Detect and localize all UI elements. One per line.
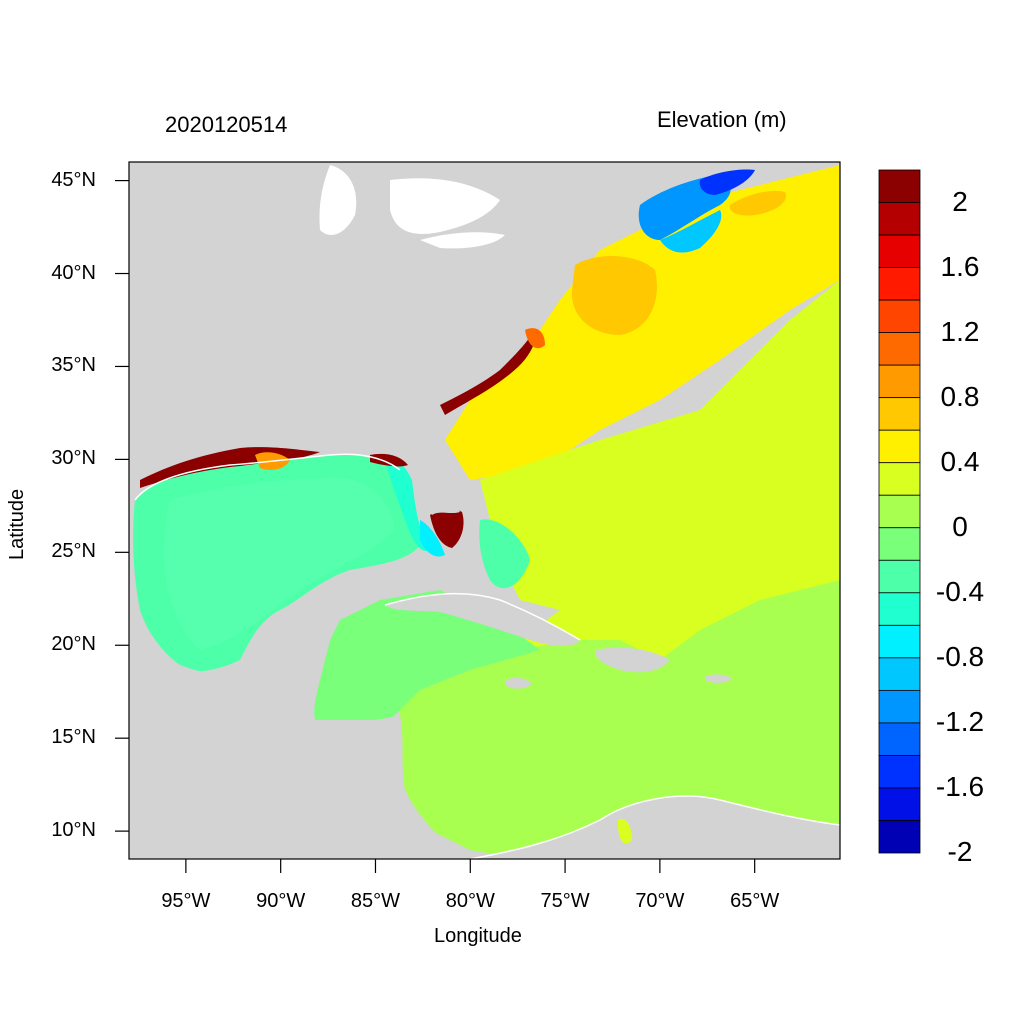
colorbar-tick-label: 2 xyxy=(952,185,968,217)
colorbar-swatch xyxy=(878,234,921,268)
colorbar-swatch xyxy=(878,299,921,334)
colorbar-tick-label: -0.8 xyxy=(935,640,985,672)
caribbean-field xyxy=(400,580,840,859)
colorbar-swatch xyxy=(878,624,921,659)
chesapeake-surge xyxy=(525,328,545,349)
colorbar-swatch xyxy=(878,202,921,236)
hispaniola-land xyxy=(595,647,670,673)
colorbar-tick-label: -1.2 xyxy=(935,705,985,737)
colorbar-swatch xyxy=(878,332,921,366)
colorbar-swatch xyxy=(878,820,921,854)
y-tick-label: 25°N xyxy=(51,540,96,563)
colorbar-swatch xyxy=(878,494,921,529)
puerto-rico-land xyxy=(705,674,732,683)
x-axis-title: Longitude xyxy=(434,925,522,947)
atlantic-lime-wedge xyxy=(480,280,840,640)
colorbar-swatch xyxy=(878,689,921,724)
gulf-interior xyxy=(164,478,395,650)
colorbar-swatch xyxy=(878,657,921,691)
colorbar-tick-label: -0.4 xyxy=(935,575,985,607)
x-tick-label: 90°W xyxy=(256,890,306,912)
colorbar-swatch xyxy=(878,397,921,431)
colorbar xyxy=(878,169,921,854)
x-tick-label: 75°W xyxy=(540,890,590,912)
x-tick-label: 80°W xyxy=(445,890,495,912)
colorbar-swatch xyxy=(878,722,921,756)
florida-shelf-cyan xyxy=(385,458,430,551)
colorbar-tick-label: 1.2 xyxy=(940,315,980,347)
x-tick-label: 65°W xyxy=(730,890,780,912)
y-tick-label: 40°N xyxy=(51,261,96,284)
plot-timestamp: 2020120514 xyxy=(165,112,288,137)
bahamas-field xyxy=(479,519,530,589)
axis-tick-marks xyxy=(115,179,756,873)
florida-land xyxy=(405,455,460,515)
colorbar-tick-label: -2 xyxy=(947,836,973,867)
offshore-eddy-orange xyxy=(571,255,657,335)
nova-scotia-orange xyxy=(729,190,786,216)
y-tick-label: 20°N xyxy=(51,633,96,656)
x-tick-label: 95°W xyxy=(161,890,211,912)
south-florida-surge xyxy=(430,509,464,548)
x-tick-label: 70°W xyxy=(635,890,685,912)
colorbar-swatch xyxy=(878,462,921,496)
florida-bay-cyan xyxy=(420,520,445,557)
cuba-land xyxy=(385,593,580,646)
y-tick-label: 15°N xyxy=(51,726,96,749)
colorbar-swatch xyxy=(878,559,921,594)
y-tick-label: 30°N xyxy=(51,447,96,470)
big-bend-surge xyxy=(370,453,408,467)
colorbar-tick-label: 1.6 xyxy=(940,250,980,282)
colorbar-swatch xyxy=(878,787,921,821)
colorbar-tick-label: 0.8 xyxy=(940,380,980,412)
colorbar-tick-label: -1.6 xyxy=(935,770,985,802)
colorbar-tick-label: 0 xyxy=(952,510,968,542)
colorbar-swatch xyxy=(878,169,921,203)
carolina-surge xyxy=(440,330,536,415)
colorbar-swatch xyxy=(878,364,921,399)
maracaibo-lime xyxy=(617,818,632,844)
gulf-of-maine-cyan-edge xyxy=(660,210,722,253)
gulf-of-maine-deep-blue xyxy=(699,169,755,195)
variable-title: Elevation (m) xyxy=(657,107,787,132)
colorbar-swatch xyxy=(878,267,921,301)
colorbar-tick-label: 0.4 xyxy=(940,445,980,477)
colorbar-swatch xyxy=(878,592,921,626)
x-tick-label: 85°W xyxy=(350,890,401,912)
coastline xyxy=(134,453,840,859)
south-america-land xyxy=(470,796,840,859)
colorbar-swatch xyxy=(878,527,921,561)
map-layers xyxy=(129,162,840,859)
y-tick-label: 35°N xyxy=(51,354,96,377)
y-tick-label: 45°N xyxy=(51,168,96,191)
colorbar-swatch xyxy=(878,429,921,464)
central-america-land xyxy=(129,612,470,859)
great-lakes xyxy=(319,165,505,249)
jamaica-land xyxy=(505,677,532,689)
colorbar-swatch xyxy=(878,755,921,789)
y-tick-label: 10°N xyxy=(51,819,96,842)
offshore-eddy-core xyxy=(580,260,600,273)
plot-frame xyxy=(128,161,841,860)
